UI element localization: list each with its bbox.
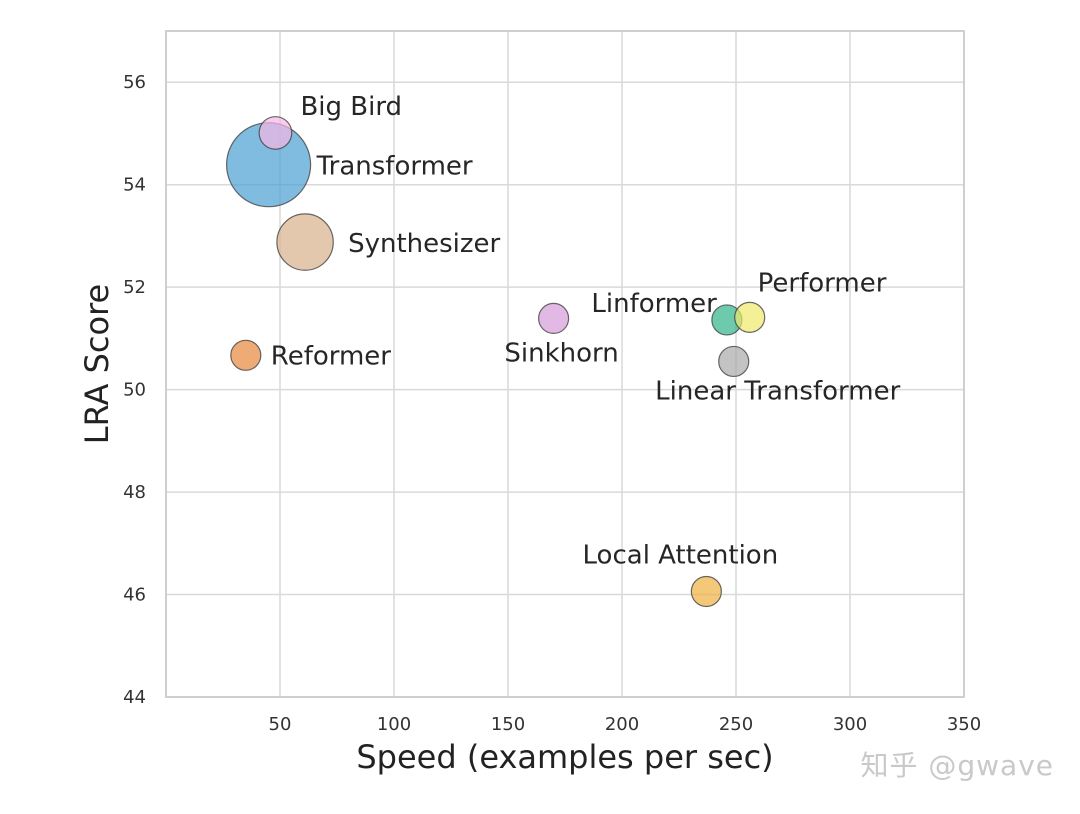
point-label-local-attention: Local Attention — [583, 540, 779, 570]
point-labels: Transformer Big Bird Synthesizer Reformer Si… — [271, 92, 901, 571]
point-label-linear-transformer: Linear Transformer — [655, 376, 900, 406]
x-axis-title: Speed (examples per sec) — [356, 738, 773, 776]
y-tick-label: 44 — [123, 687, 146, 708]
bubble-sinkhorn — [537, 302, 570, 335]
watermark-text: 知乎 @gwave — [860, 749, 1054, 782]
x-tick-label: 350 — [947, 714, 981, 735]
x-tick-label: 200 — [605, 714, 639, 735]
x-tick-label: 150 — [491, 714, 525, 735]
x-tick-label: 100 — [377, 714, 411, 735]
y-tick-label: 50 — [123, 380, 146, 401]
point-label-performer: Performer — [758, 268, 887, 298]
point-label-linformer: Linformer — [591, 289, 717, 319]
x-tick-label: 250 — [719, 714, 753, 735]
plot-frame — [165, 30, 965, 698]
bubble-linear-transformer — [718, 345, 750, 378]
y-tick-label: 52 — [123, 277, 146, 298]
bubble-reformer — [230, 339, 262, 371]
bubble-synthesizer — [276, 213, 334, 271]
y-axis-ticks: 44 46 48 50 52 54 56 — [123, 72, 146, 708]
point-label-big-bird: Big Bird — [300, 92, 402, 122]
y-axis-title: LRA Score — [78, 284, 116, 444]
point-label-transformer: Transformer — [316, 152, 473, 182]
point-label-synthesizer: Synthesizer — [348, 229, 500, 259]
y-tick-label: 54 — [123, 175, 146, 196]
y-tick-label: 46 — [123, 585, 146, 606]
point-label-sinkhorn: Sinkhorn — [504, 338, 618, 368]
y-tick-label: 56 — [123, 72, 146, 93]
x-tick-label: 300 — [833, 714, 867, 735]
x-axis-ticks: 50 100 150 200 250 300 350 — [269, 714, 982, 735]
bubble-local-attention — [690, 575, 722, 608]
bubble-big-bird — [258, 116, 293, 150]
point-label-reformer: Reformer — [271, 341, 392, 371]
y-tick-label: 48 — [123, 482, 146, 503]
bubble-performer — [734, 301, 766, 333]
x-tick-label: 50 — [269, 714, 292, 735]
data-points — [226, 116, 766, 608]
